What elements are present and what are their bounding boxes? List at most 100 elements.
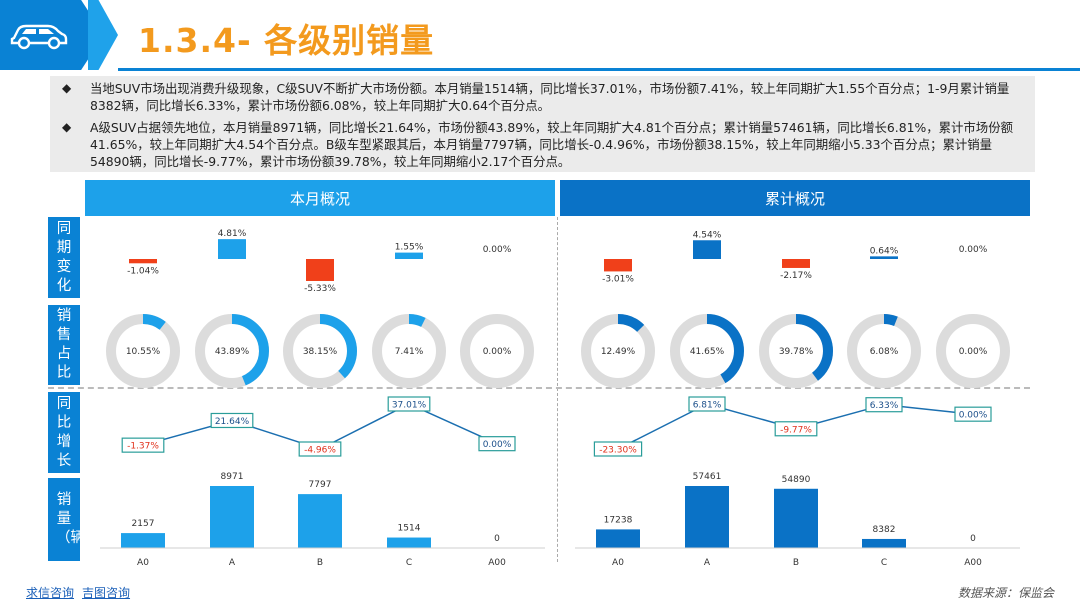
volume-bar (210, 486, 254, 548)
volume-label: 7797 (309, 480, 332, 490)
volume-bar (774, 488, 818, 548)
yoy-label-box (478, 436, 516, 452)
summary-text: 当地SUV市场出现消费升级现象，C级SUV不断扩大市场份额。本月销量1514辆，… (90, 81, 1010, 113)
share-donut-arc (581, 314, 655, 388)
share-donut-arc (372, 314, 446, 388)
yoy-label-box (298, 441, 342, 457)
row-divider (48, 387, 1030, 389)
share-donut-label: 0.00% (483, 347, 512, 357)
yoy-label: -4.96% (304, 446, 336, 456)
share-donut-arc (670, 314, 744, 388)
summary-bullet: ◆ 当地SUV市场出现消费升级现象，C级SUV不断扩大市场份额。本月销量1514… (62, 80, 1027, 114)
share-change-bar (604, 259, 632, 272)
volume-bar (862, 538, 906, 548)
volume-label: 8971 (221, 472, 244, 482)
volume-bar (596, 529, 640, 548)
yoy-label-box (688, 396, 726, 412)
x-tick-label: A (704, 558, 711, 568)
row-label-share-change: 同期变化 (48, 217, 80, 298)
share-change-bar (693, 240, 721, 259)
yoy-label: 37.01% (392, 401, 427, 411)
cumulative-panel-header: 累计概况 (560, 180, 1030, 216)
share-donut-label: 41.65% (690, 347, 725, 357)
volume-bar (685, 486, 729, 548)
yoy-label: 21.64% (215, 417, 250, 427)
share-change-label: 4.81% (218, 229, 247, 239)
yoy-label: 6.81% (693, 401, 722, 411)
volume-label: 54890 (782, 475, 811, 485)
diamond-bullet-icon: ◆ (62, 120, 72, 134)
share-donut-label: 0.00% (959, 347, 988, 357)
x-tick-label: B (317, 558, 323, 568)
yoy-label-box (954, 406, 992, 422)
footer-link[interactable]: 求信咨询 (26, 586, 75, 600)
volume-label: 0 (494, 534, 500, 544)
x-tick-label: C (406, 558, 412, 568)
yoy-label: -23.30% (599, 446, 637, 456)
yoy-label: 0.00% (959, 411, 988, 421)
yoy-label: 0.00% (483, 440, 512, 450)
share-change-label: 0.00% (959, 245, 988, 255)
diamond-bullet-icon: ◆ (62, 81, 72, 95)
share-change-bar (306, 259, 334, 281)
share-change-bar (870, 256, 898, 259)
share-donut-arc (106, 314, 180, 388)
volume-label: 0 (970, 534, 976, 544)
share-donut-track (936, 314, 1010, 388)
car-icon (10, 24, 68, 50)
share-donut-label: 7.41% (395, 347, 424, 357)
yoy-label-box (774, 421, 818, 437)
x-tick-label: A (229, 558, 236, 568)
share-donut-label: 6.08% (870, 347, 899, 357)
yoy-label: -9.77% (780, 425, 812, 435)
monthly-panel-header: 本月概况 (85, 180, 555, 216)
share-donut-track (460, 314, 534, 388)
share-donut-arc (283, 314, 357, 388)
footer-link[interactable]: 吉图咨询 (82, 586, 131, 600)
yoy-label: -1.37% (127, 442, 159, 452)
share-donut-arc (195, 314, 269, 388)
header-underline (118, 68, 1080, 71)
share-change-bar (782, 259, 810, 268)
share-donut-arc (759, 314, 833, 388)
share-donut-label: 10.55% (126, 347, 161, 357)
share-change-bar (395, 252, 423, 259)
header-bar: 1.3.4- 各级别销量 (0, 0, 1080, 76)
x-tick-label: A00 (964, 558, 982, 568)
x-tick-label: A00 (488, 558, 506, 568)
yoy-label-box (210, 412, 254, 429)
share-donut-label: 12.49% (601, 347, 636, 357)
share-change-label: -2.17% (780, 271, 812, 281)
share-donut-label: 43.89% (215, 347, 250, 357)
share-change-label: -1.04% (127, 266, 159, 276)
yoy-label-box (593, 441, 643, 457)
share-change-label: -5.33% (304, 284, 336, 294)
volume-label: 57461 (693, 472, 722, 482)
x-tick-label: A0 (137, 558, 149, 568)
panel-divider (557, 217, 558, 562)
volume-bar (121, 533, 165, 548)
share-change-bar (129, 259, 157, 264)
data-source: 数据来源：保监会 (958, 586, 1055, 600)
x-tick-label: A0 (612, 558, 624, 568)
summary-bullet: ◆ A级SUV占据领先地位，本月销量8971辆，同比增长21.64%，市场份额4… (62, 119, 1027, 170)
share-change-label: 0.64% (870, 246, 899, 256)
share-change-label: 0.00% (483, 245, 512, 255)
share-change-label: -3.01% (602, 274, 634, 284)
share-change-bar (218, 239, 246, 259)
volume-label: 17238 (604, 515, 633, 525)
row-label-volume: 销量（辆） (48, 478, 100, 561)
volume-label: 2157 (132, 519, 155, 529)
yoy-label-box (121, 437, 165, 453)
header-accent-block (0, 0, 104, 70)
summary-text: A级SUV占据领先地位，本月销量8971辆，同比增长21.64%，市场份额43.… (90, 120, 1013, 169)
x-tick-label: C (881, 558, 887, 568)
volume-bar (387, 537, 431, 548)
yoy-label: 6.33% (870, 401, 899, 411)
share-donut-arc (847, 314, 921, 388)
footer-links: 求信咨询 吉图咨询 (26, 584, 138, 601)
volume-label: 8382 (873, 525, 896, 535)
share-change-label: 4.54% (693, 230, 722, 240)
row-label-yoy: 同比增长 (48, 392, 80, 473)
